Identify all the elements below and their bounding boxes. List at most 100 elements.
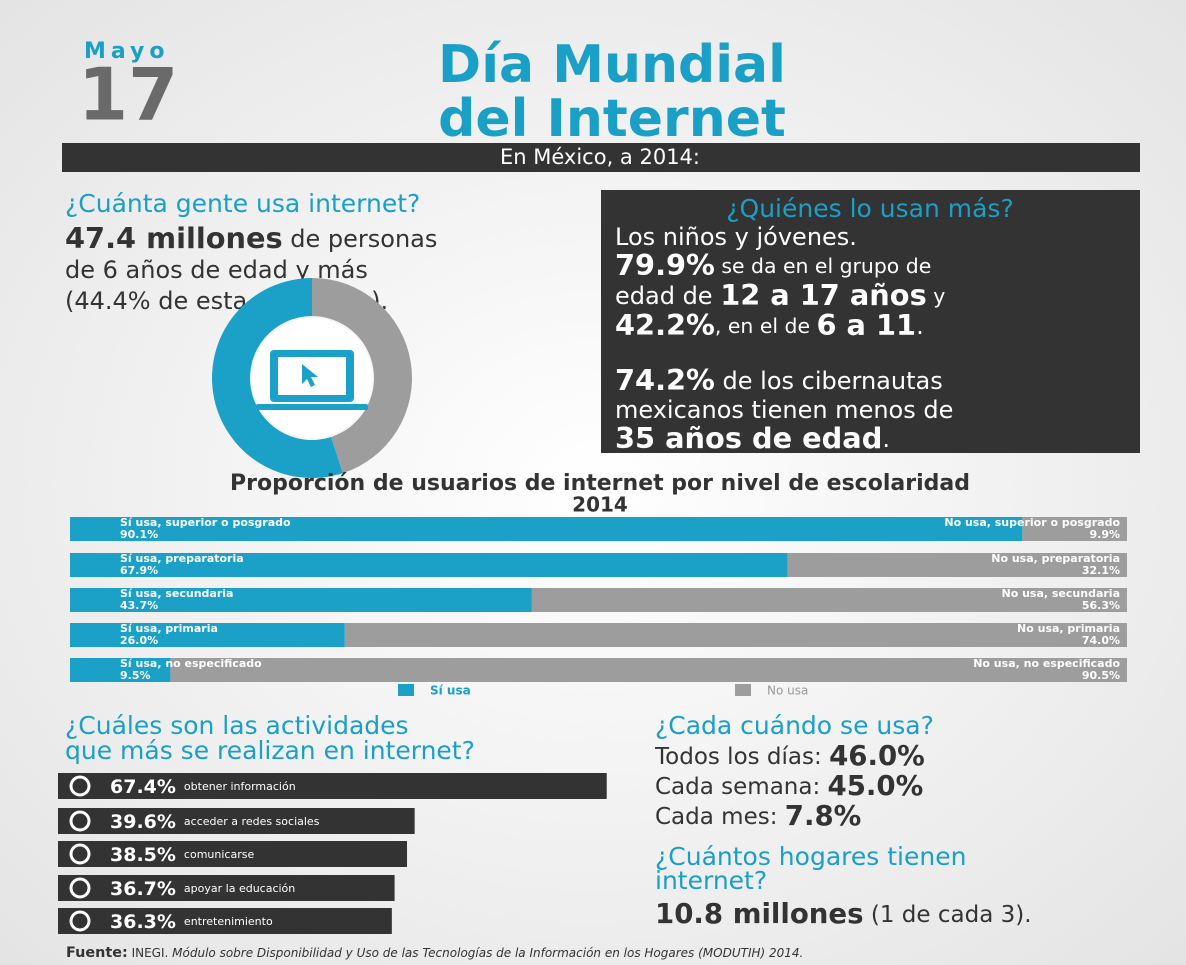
segment-label: Sí usa, no especificado <box>120 657 262 670</box>
text-segment: 47.4 millones <box>65 221 283 255</box>
heading: que más se realizan en internet? <box>65 736 475 765</box>
text-segment: Los niños y jóvenes. <box>615 223 857 251</box>
segment-label: No usa, superior o posgrado <box>944 516 1120 529</box>
activity-bar <box>58 875 395 901</box>
banner-text: En México, a 2014: <box>500 145 700 169</box>
bar-segment <box>344 623 1127 647</box>
segment-label: Sí usa, secundaria <box>120 587 233 600</box>
value-label: 39.6% <box>110 811 176 833</box>
title: Día Mundial <box>438 35 786 95</box>
chart-subtitle: 2014 <box>572 493 628 517</box>
text-segment: Cada semana: <box>655 774 828 800</box>
bar-segment <box>170 658 1128 682</box>
legend-label: No usa <box>767 684 808 698</box>
text-segment: 42.2% <box>615 308 715 342</box>
activity-label: 67.4% obtener información <box>110 776 296 798</box>
value-label: 9.9% <box>1089 528 1120 541</box>
bar-segment <box>787 553 1127 577</box>
text-segment: 6 a 11 <box>816 308 916 342</box>
text-segment: mexicanos tienen menos de <box>615 396 953 424</box>
text-segment: 46.0% <box>829 739 925 772</box>
chart-title: Proporción de usuarios de internet por n… <box>230 471 970 496</box>
text-line: 42.2%, en el de 6 a 11. <box>615 308 924 342</box>
legend-label: Sí usa <box>430 684 471 698</box>
text-segment: (1 de cada 3). <box>864 902 1032 928</box>
text-segment: Todos los días: <box>654 744 829 770</box>
text-line: 47.4 millones de personas <box>65 221 437 255</box>
text-line: Cada semana: 45.0% <box>655 769 923 802</box>
legend-swatch <box>398 684 414 696</box>
text-segment: 10.8 millones <box>655 897 864 930</box>
text-segment: de los cibernautas <box>715 367 943 395</box>
text-line: Cada mes: 7.8% <box>655 799 861 832</box>
activity-bar <box>58 773 607 799</box>
value-label: 32.1% <box>1082 564 1120 577</box>
text-line: 10.8 millones (1 de cada 3). <box>655 897 1032 930</box>
activity-bar <box>58 841 408 867</box>
bar-segment <box>1022 517 1127 541</box>
text-segment: 79.9% <box>615 248 715 282</box>
text-line: 35 años de edad. <box>615 421 890 455</box>
bar-segment <box>70 588 532 612</box>
activity-label: 38.5% comunicarse <box>110 844 254 866</box>
monitor-icon <box>256 350 368 410</box>
text-segment: 35 años de edad <box>615 421 882 455</box>
text-segment: edad de <box>615 282 720 310</box>
heading: ¿Cuánta gente usa internet? <box>65 189 420 218</box>
text-segment: Fuente: <box>66 945 128 961</box>
activity-icon <box>69 877 91 899</box>
text-segment: de personas <box>283 225 438 253</box>
text-segment: 45.0% <box>828 769 924 802</box>
activity-icon <box>69 810 91 832</box>
text-segment: 7.8% <box>785 799 862 832</box>
value-label: 36.7% <box>110 878 176 900</box>
segment-label: No usa, primaria <box>1017 622 1120 635</box>
bar-segment <box>70 623 345 647</box>
value-label: 9.5% <box>120 669 151 682</box>
value-label: 43.7% <box>120 599 158 612</box>
activity-icon <box>69 910 91 932</box>
text-segment: INEGI. <box>128 946 172 960</box>
category-label: acceder a redes sociales <box>184 815 320 828</box>
text-segment: . <box>916 312 924 340</box>
value-label: 74.0% <box>1082 634 1120 647</box>
heading: internet? <box>655 866 767 895</box>
month: Mayo <box>84 39 170 64</box>
text-segment: 74.2% <box>615 363 715 397</box>
legend-swatch <box>735 684 751 696</box>
bar-segment <box>531 588 1127 612</box>
activity-label: 36.7% apoyar la educación <box>110 878 295 900</box>
segment-label: No usa, secundaria <box>1001 587 1120 600</box>
text-line: 74.2% de los cibernautas <box>615 363 943 397</box>
heading: ¿Cada cuándo se usa? <box>655 711 934 740</box>
value-label: 26.0% <box>120 634 158 647</box>
who-box <box>601 190 1140 453</box>
text-line: edad de 12 a 17 años y <box>615 278 945 312</box>
donut-slice <box>312 278 412 474</box>
bar-segment <box>70 517 1023 541</box>
text-line: 79.9% se da en el grupo de <box>615 248 931 282</box>
text-line: Todos los días: 46.0% <box>654 739 925 772</box>
segment-label: Sí usa, superior o posgrado <box>120 516 291 529</box>
heading: ¿Cuáles son las actividades <box>65 711 409 740</box>
value-label: 90.1% <box>120 528 158 541</box>
bar-segment <box>70 553 788 577</box>
text-segment: Cada mes: <box>655 804 785 830</box>
value-label: 38.5% <box>110 844 176 866</box>
category-label: obtener información <box>184 780 296 793</box>
activity-icon <box>69 775 91 797</box>
title: del Internet <box>438 89 786 149</box>
text-segment: se da en el grupo de <box>715 254 931 278</box>
category-label: entretenimiento <box>184 915 273 928</box>
activity-bar <box>58 908 392 934</box>
text-line: Fuente: INEGI. Módulo sobre Disponibilid… <box>66 945 803 961</box>
activity-bar <box>58 808 415 834</box>
segment-label: Sí usa, preparatoria <box>120 552 244 565</box>
activity-label: 36.3% entretenimiento <box>110 911 273 933</box>
text-segment: Módulo sobre Disponibilidad y Uso de las… <box>172 946 803 960</box>
text-line: mexicanos tienen menos de <box>615 396 953 424</box>
donut-slice <box>211 278 343 478</box>
text-segment: y <box>927 284 946 308</box>
segment-label: Sí usa, primaria <box>120 622 218 635</box>
